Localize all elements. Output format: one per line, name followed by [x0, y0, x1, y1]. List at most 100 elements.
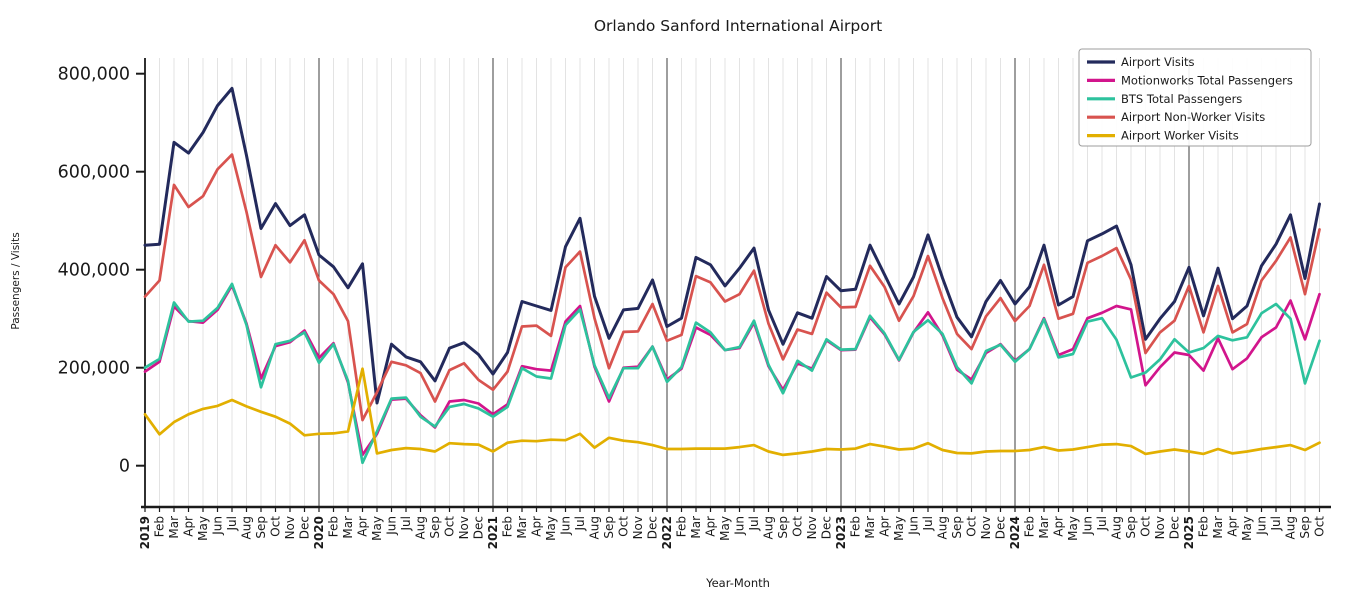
x-tick-month-label: Sep [1298, 516, 1312, 539]
legend-label: Airport Visits [1121, 55, 1195, 69]
x-tick-month-label: Nov [283, 516, 297, 539]
x-tick-month-label: Oct [1313, 516, 1327, 537]
x-tick-month-label: Dec [994, 516, 1008, 539]
legend-item-airport-non-worker-visits: Airport Non-Worker Visits [1087, 110, 1265, 124]
x-tick-year-label: 2025 [1182, 516, 1196, 549]
x-tick-month-label: Jun [733, 516, 747, 536]
legend: Airport Visits Motionworks Total Passenge… [1078, 48, 1312, 147]
x-tick-month-label: Jul [747, 516, 761, 531]
x-tick-year-label: 2019 [138, 516, 152, 549]
x-tick-month-label: Jul [1269, 516, 1283, 531]
x-tick-month-label: May [718, 516, 732, 541]
x-tick-month-label: Jun [385, 516, 399, 536]
y-tick-label: 0 [119, 457, 130, 477]
x-tick-month-label: Feb [675, 516, 689, 537]
x-tick-year-label: 2022 [660, 516, 674, 549]
x-tick-month-label: Mar [863, 516, 877, 539]
chart-title: Orlando Sanford International Airport [594, 17, 882, 35]
x-tick-month-label: Mar [1037, 516, 1051, 539]
x-tick-month-label: Jul [399, 516, 413, 531]
x-axis-title: Year-Month [705, 576, 770, 590]
x-tick-month-label: May [1240, 516, 1254, 541]
x-axis: 2019 Feb Mar Apr May Jun Jul Aug Sep Oct Nov Dec 202… [138, 507, 1327, 549]
x-tick-month-label: Jun [1255, 516, 1269, 536]
x-tick-month-label: Feb [1197, 516, 1211, 537]
y-axis-title: Passengers / Visits [10, 232, 22, 329]
x-tick-month-label: Nov [457, 516, 471, 539]
x-tick-month-label: Feb [849, 516, 863, 537]
x-tick-month-label: Jun [907, 516, 921, 536]
x-tick-month-label: Jul [573, 516, 587, 531]
x-tick-year-label: 2020 [312, 516, 326, 549]
x-tick-month-label: Feb [327, 516, 341, 537]
series-lines [143, 86, 1321, 465]
x-tick-month-label: Apr [1226, 516, 1240, 537]
x-tick-month-label: Aug [1110, 516, 1124, 539]
x-tick-month-label: Dec [646, 516, 660, 539]
x-tick-month-label: Feb [501, 516, 515, 537]
x-tick-month-label: Mar [341, 516, 355, 539]
legend-label: Airport Non-Worker Visits [1121, 110, 1265, 124]
x-tick-month-label: Mar [689, 516, 703, 539]
x-tick-month-label: Aug [762, 516, 776, 539]
x-tick-month-label: Mar [515, 516, 529, 539]
x-tick-month-label: Sep [254, 516, 268, 539]
x-tick-month-label: Oct [269, 516, 283, 537]
x-tick-month-label: Aug [936, 516, 950, 539]
x-tick-month-label: Apr [356, 516, 370, 537]
x-tick-month-label: Sep [776, 516, 790, 539]
legend-box [1078, 48, 1312, 147]
y-axis: 0 200,000 400,000 600,000 800,000 [58, 65, 145, 477]
x-tick-month-label: Oct [443, 516, 457, 537]
x-tick-month-label: Sep [1124, 516, 1138, 539]
y-tick-label: 600,000 [58, 163, 130, 183]
legend-item-airport-worker-visits: Airport Worker Visits [1087, 129, 1239, 143]
x-tick-month-label: Jul [1095, 516, 1109, 531]
series-line-airport-non-worker-visits [143, 153, 1321, 422]
x-tick-year-label: 2021 [486, 516, 500, 549]
series-line-airport-worker-visits [143, 367, 1321, 457]
x-tick-month-label: Sep [950, 516, 964, 539]
x-tick-month-label: Nov [631, 516, 645, 539]
series-line-motionworks-total-passengers [143, 284, 1321, 457]
legend-item-motionworks-total-passengers: Motionworks Total Passengers [1087, 73, 1293, 87]
x-tick-month-label: Mar [1211, 516, 1225, 539]
x-tick-month-label: Jun [211, 516, 225, 536]
x-tick-month-label: Feb [153, 516, 167, 537]
legend-label: Motionworks Total Passengers [1121, 73, 1293, 87]
y-tick-label: 800,000 [58, 65, 130, 85]
legend-item-bts-total-passengers: BTS Total Passengers [1087, 92, 1242, 106]
x-tick-month-label: May [1066, 516, 1080, 541]
legend-label: BTS Total Passengers [1121, 92, 1242, 106]
x-tick-month-label: Oct [617, 516, 631, 537]
x-tick-month-label: Sep [602, 516, 616, 539]
y-tick-label: 200,000 [58, 359, 130, 379]
x-tick-month-label: Feb [1023, 516, 1037, 537]
y-tick-label: 400,000 [58, 261, 130, 281]
x-tick-month-label: Apr [182, 516, 196, 537]
series-line-airport-visits [143, 86, 1321, 405]
x-tick-month-label: Oct [965, 516, 979, 537]
x-tick-month-label: Apr [704, 516, 718, 537]
x-tick-month-label: Oct [791, 516, 805, 537]
x-tick-month-label: Aug [240, 516, 254, 539]
x-tick-month-label: May [892, 516, 906, 541]
x-tick-year-label: 2023 [834, 516, 848, 549]
x-tick-month-label: May [196, 516, 210, 541]
x-tick-month-label: Jun [559, 516, 573, 536]
x-tick-month-label: May [370, 516, 384, 541]
x-tick-month-label: Aug [1284, 516, 1298, 539]
series-line-bts-total-passengers [143, 282, 1321, 465]
x-tick-month-label: Apr [878, 516, 892, 537]
x-tick-month-label: Nov [1153, 516, 1167, 539]
x-tick-month-label: Jul [225, 516, 239, 531]
x-tick-year-label: 2024 [1008, 516, 1022, 549]
x-tick-month-label: Oct [1139, 516, 1153, 537]
x-tick-month-label: Sep [428, 516, 442, 539]
legend-item-airport-visits: Airport Visits [1087, 55, 1195, 69]
x-tick-month-label: Dec [298, 516, 312, 539]
x-tick-month-label: Jun [1081, 516, 1095, 536]
x-tick-month-label: Dec [820, 516, 834, 539]
